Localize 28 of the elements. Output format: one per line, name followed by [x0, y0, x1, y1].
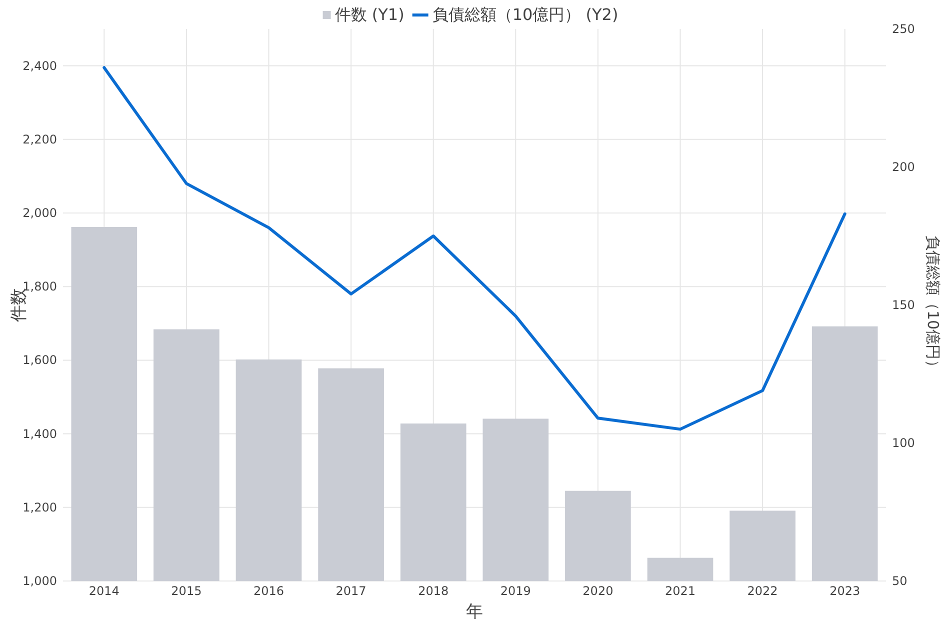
y2-tick-label: 100 — [892, 436, 915, 450]
y2-axis-title: 負債総額（10億円） — [924, 235, 942, 375]
legend-label: 負債総額（10億円） (Y2) — [432, 5, 618, 24]
x-tick-label: 2023 — [830, 584, 860, 598]
y2-tick-label: 150 — [892, 298, 915, 312]
x-tick-label: 2019 — [500, 584, 531, 598]
y-tick-label: 2,000 — [22, 206, 57, 220]
x-tick-label: 2020 — [582, 584, 614, 598]
x-tick-label: 2018 — [418, 584, 449, 598]
x-tick-label: 2022 — [747, 584, 778, 598]
y-tick-label: 2,400 — [22, 58, 57, 73]
y2-tick-label: 200 — [892, 160, 915, 174]
y-tick-label: 2,200 — [22, 132, 57, 146]
x-tick-label: 2015 — [171, 584, 202, 598]
y-tick-label: 1,000 — [22, 574, 57, 588]
y2-tick-label: 250 — [892, 22, 915, 36]
y-tick-label: 1,400 — [22, 426, 57, 441]
y-tick-label: 1,800 — [22, 280, 57, 294]
y-tick-label: 1,600 — [22, 353, 57, 368]
legend-label: 件数 (Y1) — [334, 5, 404, 24]
x-tick-label: 2014 — [88, 584, 120, 598]
x-tick-label: 2016 — [253, 584, 284, 598]
x-tick-label: 2017 — [336, 584, 366, 598]
x-tick-label: 2021 — [664, 584, 696, 598]
line-series — [102, 66, 846, 431]
y2-tick-label: 50 — [892, 574, 908, 588]
x-axis-title: 年 — [466, 602, 483, 622]
y-tick-label: 1,200 — [22, 500, 57, 514]
